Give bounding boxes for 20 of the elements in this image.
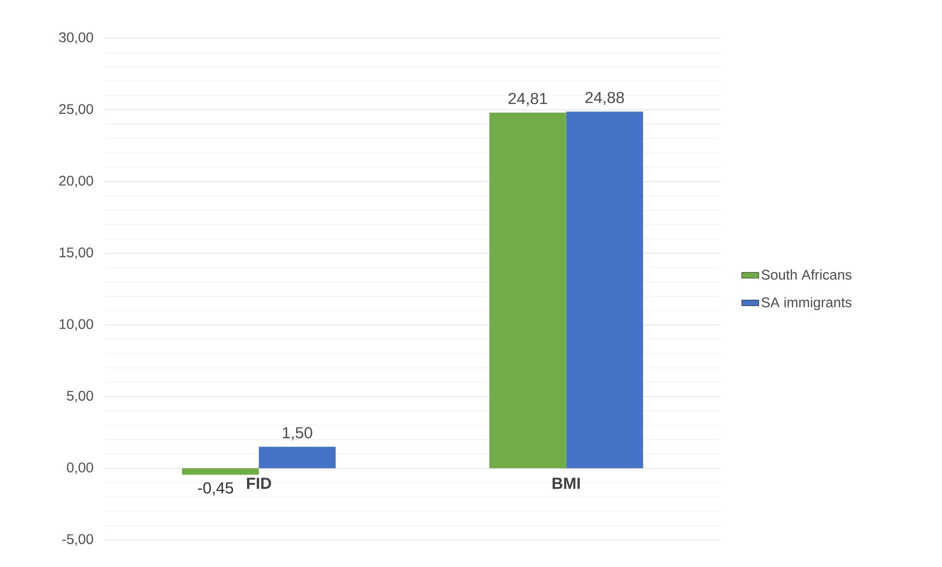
- bar: [566, 112, 644, 468]
- x-tick-label: FID: [247, 478, 272, 489]
- legend-label: SA immigrants: [762, 296, 852, 310]
- y-tick-label: 30,00: [59, 32, 94, 44]
- legend-label: South Africans: [762, 269, 852, 280]
- data-label: 24,88: [585, 92, 624, 105]
- y-tick-label: 15,00: [60, 247, 94, 259]
- y-tick-label: 5,00: [66, 390, 94, 402]
- y-tick-label: 25,00: [59, 104, 94, 116]
- data-label: -0,45: [198, 482, 234, 496]
- y-tick-label: 10,00: [60, 319, 94, 331]
- bar: [182, 468, 259, 475]
- y-tick-label: 0,00: [66, 462, 94, 474]
- y-tick-label: -5,00: [62, 534, 94, 546]
- bar: [489, 112, 566, 468]
- bar: [258, 446, 336, 468]
- y-tick-label: 20,00: [59, 176, 94, 188]
- data-label: 24,81: [508, 92, 548, 106]
- x-tick-label: BMI: [552, 478, 580, 489]
- data-label: 1,50: [282, 426, 312, 440]
